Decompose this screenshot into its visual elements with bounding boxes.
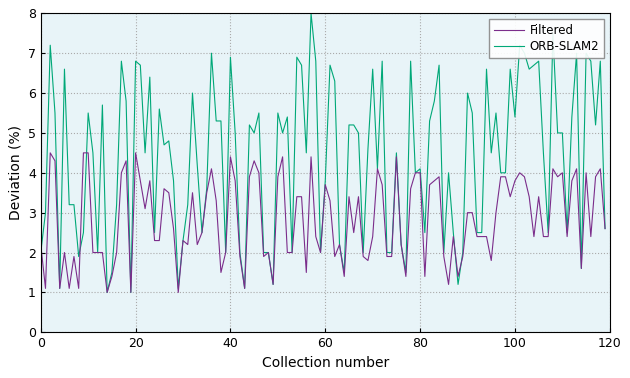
ORB-SLAM2 [492, 111, 500, 115]
ORB-SLAM2 [435, 63, 443, 67]
Y-axis label: Deviation (%): Deviation (%) [8, 125, 22, 220]
ORB-SLAM2 [160, 143, 168, 147]
Line: Filtered: Filtered [41, 153, 605, 293]
ORB-SLAM2 [592, 123, 599, 127]
Filtered [601, 226, 609, 231]
X-axis label: Collection number: Collection number [261, 356, 389, 370]
Filtered [360, 254, 367, 259]
ORB-SLAM2 [103, 290, 111, 295]
ORB-SLAM2 [601, 226, 609, 231]
Filtered [37, 242, 45, 247]
Filtered [435, 175, 443, 179]
Filtered [47, 150, 54, 155]
Filtered [198, 230, 206, 235]
Filtered [165, 191, 173, 195]
ORB-SLAM2 [37, 250, 45, 255]
Filtered [103, 290, 111, 295]
ORB-SLAM2 [307, 11, 315, 15]
Line: ORB-SLAM2: ORB-SLAM2 [41, 13, 605, 293]
Legend: Filtered, ORB-SLAM2: Filtered, ORB-SLAM2 [490, 19, 604, 58]
ORB-SLAM2 [193, 163, 201, 167]
ORB-SLAM2 [360, 250, 367, 255]
Filtered [592, 175, 599, 179]
Filtered [492, 211, 500, 215]
